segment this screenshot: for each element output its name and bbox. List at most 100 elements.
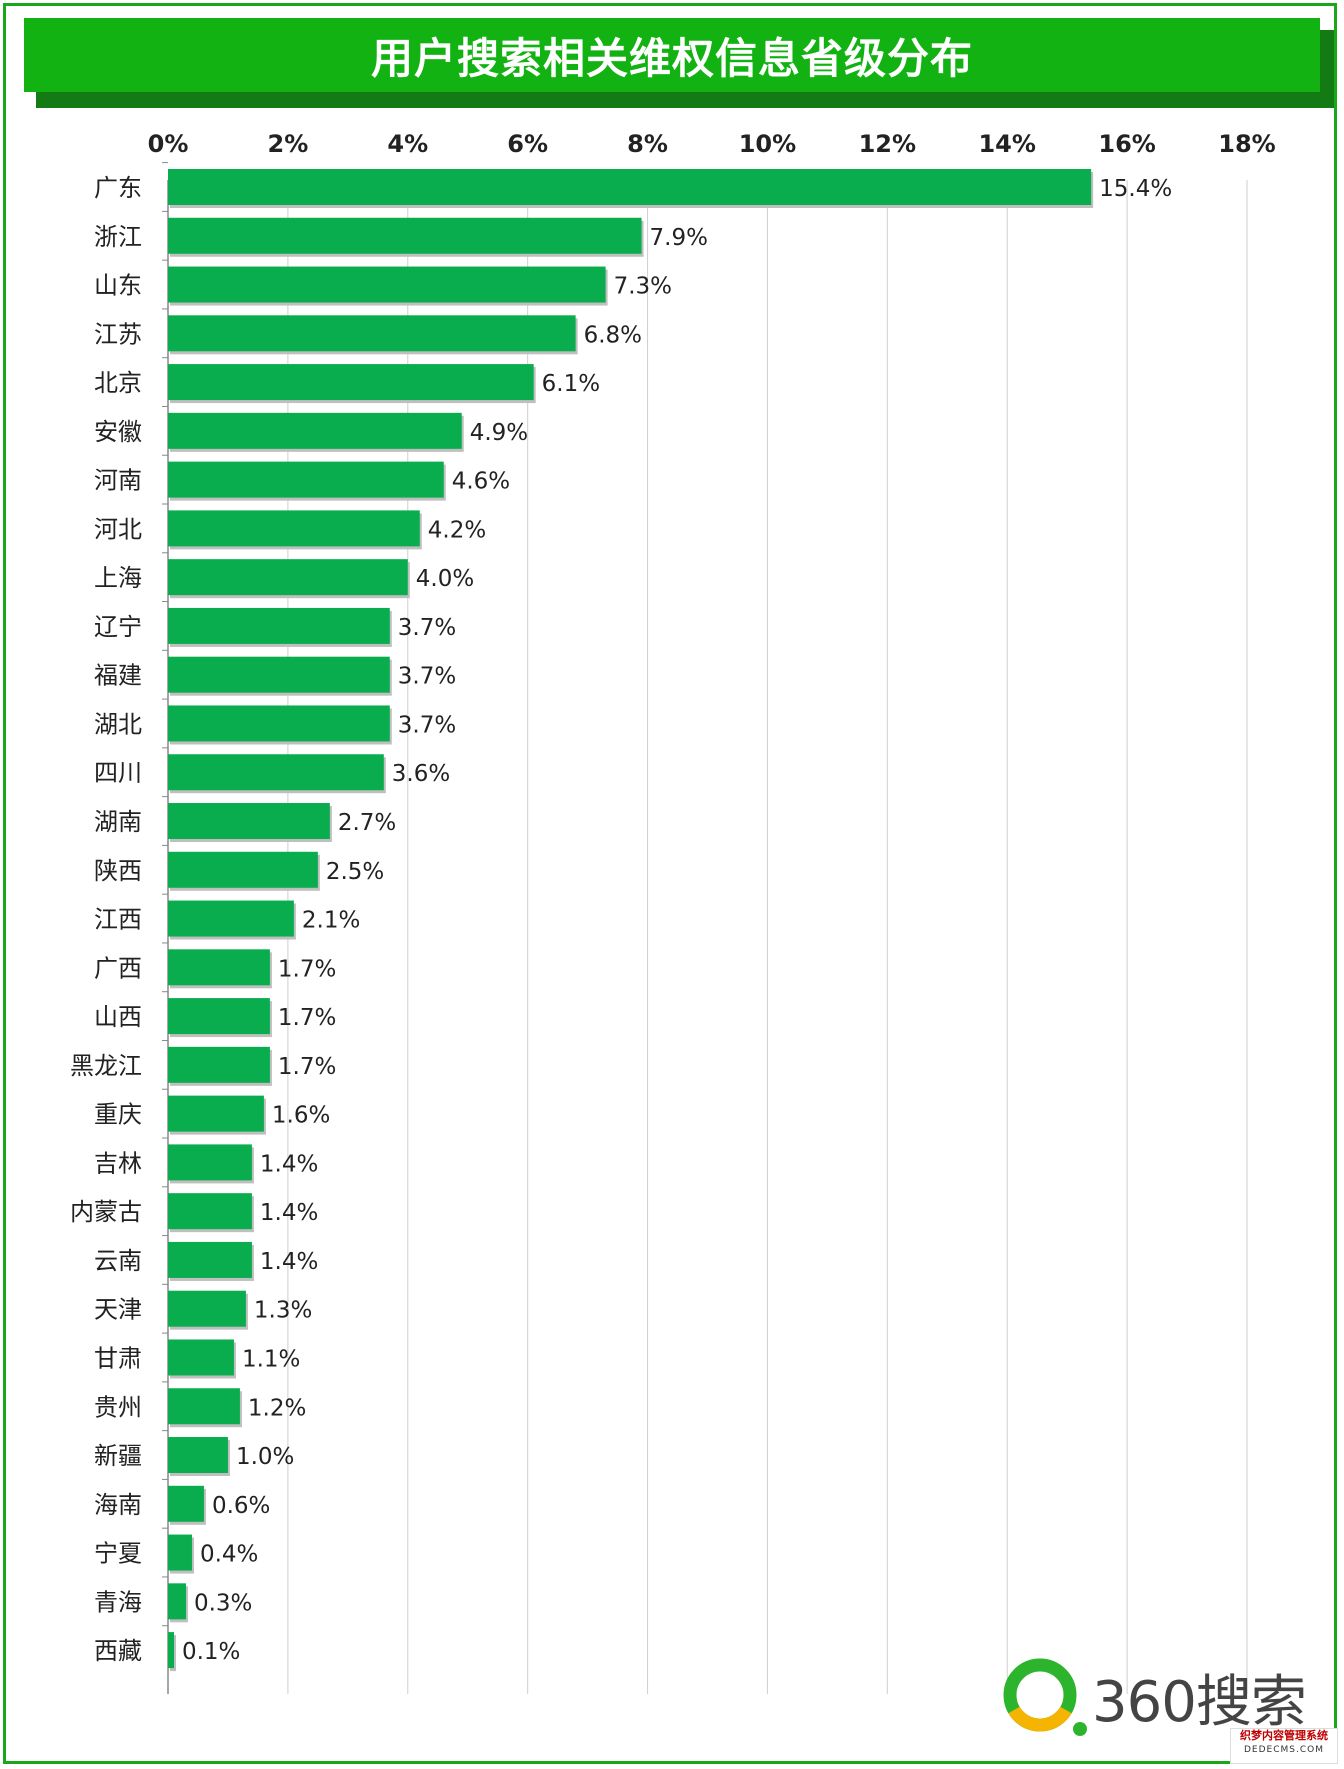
bar [168,364,534,401]
category-label: 新疆 [94,1442,142,1470]
bar [168,266,606,303]
category-label: 青海 [94,1588,142,1616]
category-label: 贵州 [94,1393,142,1421]
category-label: 四川 [94,759,142,787]
x-tick-label: 10% [739,130,796,158]
data-label: 1.7% [278,956,336,982]
bar [168,803,330,840]
watermark: 织梦内容管理系统 DEDECMS.COM [1230,1728,1338,1764]
data-label: 4.0% [416,566,474,592]
category-label: 河南 [94,467,142,495]
category-label: 广东 [94,174,142,202]
category-label: 黑龙江 [70,1052,142,1080]
x-tick-label: 4% [387,130,428,158]
data-label: 1.6% [272,1103,330,1129]
x-tick-label: 6% [507,130,548,158]
x-tick-label: 18% [1218,130,1275,158]
category-label: 辽宁 [94,613,142,641]
bar [168,510,420,547]
data-label: 0.4% [200,1542,258,1568]
bar [168,1485,204,1522]
data-label: 1.4% [260,1151,318,1177]
data-label: 1.1% [242,1346,300,1372]
category-label: 山西 [94,1003,142,1031]
data-label: 0.1% [182,1639,240,1665]
bar [168,851,318,888]
category-label: 内蒙古 [70,1198,142,1226]
watermark-line2: DEDECMS.COM [1244,1745,1324,1755]
bar [168,656,390,693]
data-label: 1.4% [260,1200,318,1226]
category-label: 宁夏 [94,1540,142,1568]
category-label: 天津 [94,1296,142,1324]
bar [168,1144,252,1181]
bar [168,998,270,1035]
bar [168,217,642,254]
category-label: 吉林 [94,1149,142,1177]
bar [168,754,384,791]
data-label: 2.1% [302,908,360,934]
data-label: 1.2% [248,1395,306,1421]
category-label: 上海 [94,564,142,592]
bar [168,315,576,352]
data-label: 3.7% [398,712,456,738]
x-tick-label: 0% [148,130,189,158]
bar [168,169,1092,205]
bar [168,461,444,498]
data-label: 1.7% [278,1005,336,1031]
bar [168,1388,240,1425]
category-label: 西藏 [94,1637,142,1665]
bar [168,1339,234,1376]
category-label: 河北 [94,515,142,543]
data-label: 4.2% [428,517,486,543]
bar [168,607,390,644]
logo-360-search: 360搜索 [1000,1655,1320,1736]
bar [168,1437,228,1474]
bar [168,1241,252,1278]
category-label: 海南 [94,1491,142,1519]
category-label: 江苏 [94,320,142,348]
category-label: 甘肃 [94,1344,142,1372]
data-label: 4.6% [452,469,510,495]
data-label: 2.7% [338,810,396,836]
x-tick-label: 16% [1098,130,1155,158]
bar [168,1095,264,1132]
bar [168,1583,186,1620]
bar [168,900,294,937]
category-label: 山东 [94,272,142,300]
bar [168,1290,246,1327]
bar [168,559,408,596]
data-label: 3.7% [398,664,456,690]
category-label: 湖南 [94,808,142,836]
data-label: 6.1% [542,371,600,397]
data-label: 3.7% [398,615,456,641]
bar [168,1046,270,1083]
data-label: 7.9% [650,225,708,251]
bar [168,412,462,449]
bar [168,949,270,986]
data-label: 1.3% [254,1298,312,1324]
category-label: 云南 [94,1247,142,1275]
data-label: 1.0% [236,1444,294,1470]
x-tick-label: 14% [978,130,1035,158]
logo-text: 360搜索 [1092,1670,1307,1735]
data-label: 4.9% [470,420,528,446]
category-label: 北京 [94,369,142,397]
data-label: 0.6% [212,1493,270,1519]
category-label: 湖北 [94,710,142,738]
data-label: 1.4% [260,1249,318,1275]
bar [168,1193,252,1230]
bar [168,705,390,742]
x-tick-label: 8% [627,130,668,158]
x-tick-label: 12% [859,130,916,158]
category-label: 陕西 [94,857,142,885]
data-label: 0.3% [194,1590,252,1616]
bar [168,1632,174,1669]
category-label: 重庆 [94,1101,142,1129]
category-label: 福建 [94,662,142,690]
data-label: 2.5% [326,859,384,885]
category-label: 浙江 [94,223,142,251]
category-label: 江西 [94,906,142,934]
x-tick-label: 2% [268,130,309,158]
